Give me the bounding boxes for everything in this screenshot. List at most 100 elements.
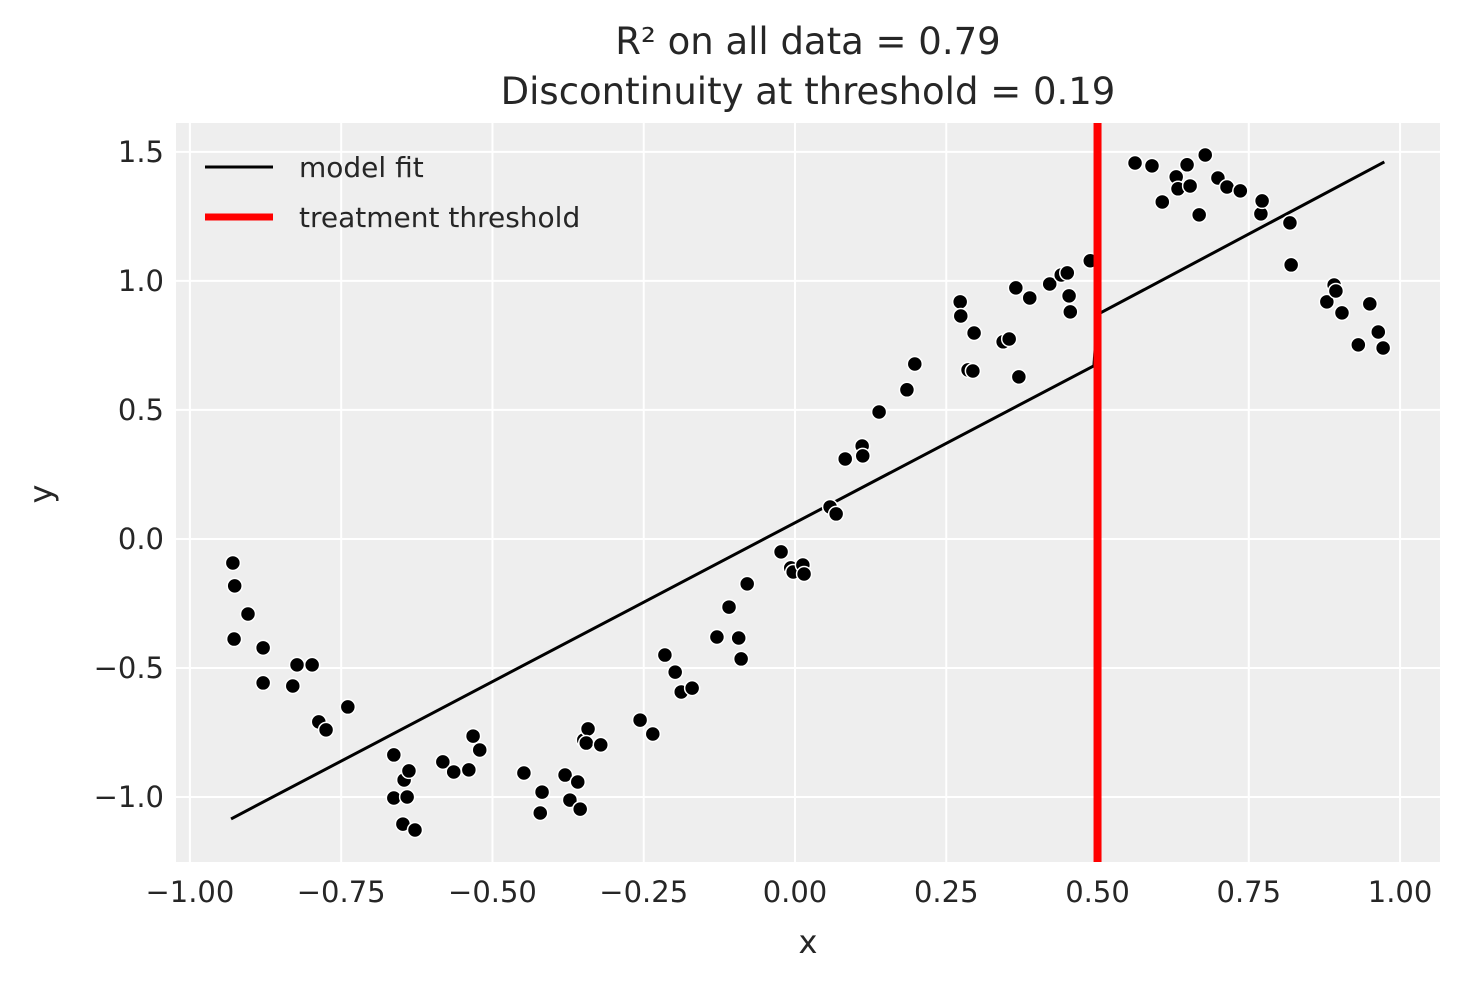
data-point	[1126, 154, 1144, 172]
data-point	[1007, 279, 1025, 297]
data-point	[1361, 295, 1379, 313]
data-point	[666, 663, 684, 681]
data-point	[730, 629, 747, 647]
data-point	[964, 362, 982, 380]
data-point	[795, 565, 813, 583]
data-point	[239, 605, 257, 623]
tick-labels: −1.00 −0.75 −0.50 −0.25 0.00 0.25 0.50 0.75 1.00…	[94, 135, 1433, 909]
data-point	[579, 720, 597, 738]
data-point	[226, 577, 243, 595]
data-point	[836, 450, 854, 468]
data-point	[1181, 177, 1199, 195]
data-point	[644, 725, 662, 743]
data-point	[1327, 282, 1345, 300]
data-point	[906, 355, 924, 373]
data-point	[951, 293, 969, 311]
data-point	[556, 766, 574, 784]
x-tick-label: −0.50	[448, 875, 537, 909]
data-point	[870, 403, 888, 421]
data-point	[656, 646, 674, 664]
data-point	[400, 762, 418, 780]
data-point	[1232, 182, 1249, 200]
data-point	[224, 554, 242, 572]
data-point	[515, 764, 533, 782]
chart-title-line-1: R² on all data = 0.79	[615, 20, 1000, 63]
data-point	[1333, 304, 1351, 322]
gridlines	[176, 123, 1440, 862]
y-axis-label: y	[22, 485, 60, 504]
y-tick-label: 0.5	[118, 393, 164, 427]
y-tick-label: −0.5	[94, 651, 164, 685]
y-tick-label: 1.0	[118, 264, 164, 298]
x-axis-label: x	[799, 923, 818, 961]
x-tick-label: 0.50	[1065, 875, 1130, 909]
data-point	[577, 734, 595, 752]
data-point	[1281, 214, 1299, 232]
data-point	[434, 753, 452, 771]
data-point	[471, 741, 488, 759]
data-point	[225, 630, 243, 648]
data-point	[254, 674, 272, 692]
data-point	[385, 746, 403, 764]
data-point	[561, 791, 579, 809]
legend: model fit treatment threshold	[205, 151, 580, 234]
data-point	[1318, 293, 1336, 311]
data-point	[1196, 146, 1214, 164]
model-fit-segment	[230, 364, 1095, 821]
legend-model-fit-label: model fit	[299, 151, 424, 184]
y-tick-label: 1.5	[118, 135, 164, 169]
x-tick-label: 0.75	[1217, 875, 1282, 909]
data-point	[1253, 192, 1271, 210]
data-point	[339, 698, 357, 716]
data-point	[1059, 264, 1076, 282]
data-point	[533, 783, 551, 801]
data-point	[708, 628, 726, 646]
data-point	[1282, 256, 1300, 274]
data-point	[398, 788, 416, 806]
data-point	[965, 324, 983, 342]
data-point	[569, 773, 587, 791]
data-point	[303, 656, 321, 674]
x-tick-label: −1.00	[145, 875, 234, 909]
data-point	[571, 800, 589, 818]
data-point	[1041, 275, 1058, 293]
data-point	[1062, 303, 1079, 321]
data-point	[631, 711, 649, 729]
data-point	[592, 736, 610, 754]
x-tick-label: −0.25	[599, 875, 688, 909]
data-point	[683, 679, 701, 697]
data-point	[1010, 368, 1028, 386]
data-point	[854, 447, 872, 465]
data-point	[532, 804, 549, 822]
data-point	[738, 575, 756, 593]
data-point	[1190, 206, 1208, 224]
data-point	[772, 543, 790, 561]
data-point	[827, 505, 845, 523]
data-point	[445, 763, 462, 781]
data-point	[720, 598, 738, 616]
data-point	[464, 727, 482, 745]
data-point	[406, 821, 424, 839]
data-point	[1154, 193, 1171, 211]
legend-threshold-label: treatment threshold	[299, 201, 580, 234]
x-tick-label: 0.25	[914, 875, 979, 909]
data-point	[1350, 336, 1367, 354]
x-tick-label: −0.75	[297, 875, 386, 909]
x-tick-label: 1.00	[1368, 875, 1433, 909]
data-point	[1143, 157, 1161, 175]
data-point	[254, 639, 272, 657]
data-point	[1370, 323, 1387, 341]
data-point	[1021, 289, 1039, 307]
chart-title-line-2: Discontinuity at threshold = 0.19	[501, 70, 1116, 113]
data-point	[288, 656, 306, 674]
data-point	[898, 381, 916, 399]
data-point	[284, 677, 302, 695]
data-point	[460, 761, 478, 779]
scatter-points	[224, 146, 1392, 839]
model-fit-segment	[1096, 160, 1386, 316]
data-point	[1178, 156, 1196, 174]
data-point	[1374, 339, 1392, 357]
x-tick-label: 0.00	[763, 875, 828, 909]
y-tick-label: −1.0	[94, 780, 164, 814]
